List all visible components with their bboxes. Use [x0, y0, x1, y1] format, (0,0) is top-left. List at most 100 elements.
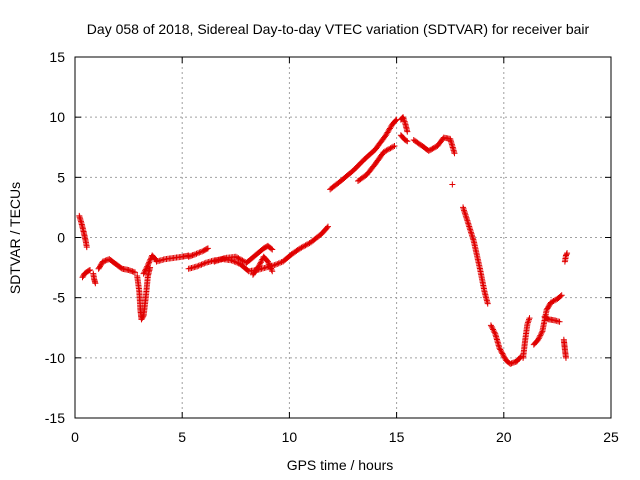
data-point [142, 266, 149, 273]
data-point [194, 263, 201, 270]
data-point [500, 353, 507, 360]
data-point [197, 262, 204, 269]
data-point [526, 315, 533, 322]
data-point [85, 267, 92, 274]
data-point [201, 260, 208, 267]
data-point [268, 265, 275, 272]
data-point [83, 244, 90, 251]
data-point [197, 248, 204, 255]
data-point [144, 262, 151, 269]
data-point [140, 270, 147, 277]
data-point [266, 262, 273, 269]
y-tick-label: -10 [45, 350, 65, 366]
data-point [192, 251, 199, 258]
data-point [392, 117, 399, 124]
x-tick-label: 5 [178, 429, 186, 445]
x-axis-label: GPS time / hours [287, 457, 394, 473]
data-point [132, 269, 139, 276]
data-point [257, 259, 264, 266]
data-point [451, 150, 458, 157]
data-point [266, 261, 273, 268]
data-point [257, 260, 264, 267]
data-point [144, 263, 151, 270]
data-point [449, 181, 456, 188]
data-point [324, 223, 331, 230]
data-point [143, 264, 150, 271]
data-point [199, 260, 206, 267]
data-point [403, 137, 410, 144]
data-point [562, 354, 569, 361]
data-point [139, 313, 146, 320]
data-point [199, 248, 206, 255]
axis-ticks [74, 56, 612, 419]
data-point [564, 250, 571, 257]
y-tick-label: 5 [57, 169, 65, 185]
x-tick-label: 20 [496, 429, 512, 445]
data-point [264, 258, 271, 265]
data-point [272, 261, 279, 268]
data-point [234, 259, 241, 266]
data-point [404, 138, 411, 145]
data-point [269, 268, 276, 275]
data-point [488, 323, 495, 330]
data-point [204, 245, 211, 252]
data-point [198, 261, 205, 268]
data-point [265, 259, 272, 266]
data-point [535, 335, 542, 342]
data-point [390, 143, 397, 150]
data-point [145, 260, 152, 267]
data-point [496, 345, 503, 352]
data-point [497, 346, 504, 353]
grid-lines [75, 57, 611, 418]
data-point [391, 143, 398, 150]
x-tick-label: 10 [282, 429, 298, 445]
data-point [491, 329, 498, 336]
y-tick-label: 10 [49, 109, 65, 125]
data-point [275, 260, 282, 267]
data-point [525, 318, 532, 325]
data-point [277, 259, 284, 266]
data-point [87, 266, 94, 273]
data-point [203, 245, 210, 252]
y-tick-label: -15 [45, 410, 65, 426]
data-point [147, 256, 154, 263]
data-point [484, 300, 491, 307]
data-point [535, 336, 542, 343]
data-point [550, 298, 557, 305]
data-point [244, 267, 251, 274]
data-points [76, 114, 571, 367]
data-point [538, 329, 545, 336]
data-point [256, 262, 263, 269]
y-tick-label: 0 [57, 230, 65, 246]
data-point [404, 128, 411, 135]
data-point [497, 347, 504, 354]
data-point [537, 331, 544, 338]
data-point [142, 267, 149, 274]
data-point [232, 259, 239, 266]
data-point [536, 333, 543, 340]
data-point [141, 269, 148, 276]
data-point [274, 260, 281, 267]
data-point [556, 318, 563, 325]
y-tick-labels: -15 -10 -5 0 5 10 15 [45, 49, 65, 426]
data-point [271, 262, 278, 269]
data-point [268, 266, 275, 273]
data-point [324, 224, 331, 231]
data-point [193, 250, 200, 257]
x-tick-labels: 0 5 10 15 20 25 [71, 429, 619, 445]
data-point [500, 351, 507, 358]
data-point [547, 299, 554, 306]
x-tick-label: 15 [389, 429, 405, 445]
data-point [558, 292, 565, 299]
data-point [267, 264, 274, 271]
x-tick-label: 25 [603, 429, 619, 445]
data-point [563, 251, 570, 258]
data-point [549, 298, 556, 305]
data-point [498, 349, 505, 356]
y-axis-label: SDTVAR / TECUs [7, 182, 23, 294]
data-point [92, 280, 99, 287]
data-point [490, 327, 497, 334]
data-point [557, 293, 564, 300]
data-point [489, 325, 496, 332]
